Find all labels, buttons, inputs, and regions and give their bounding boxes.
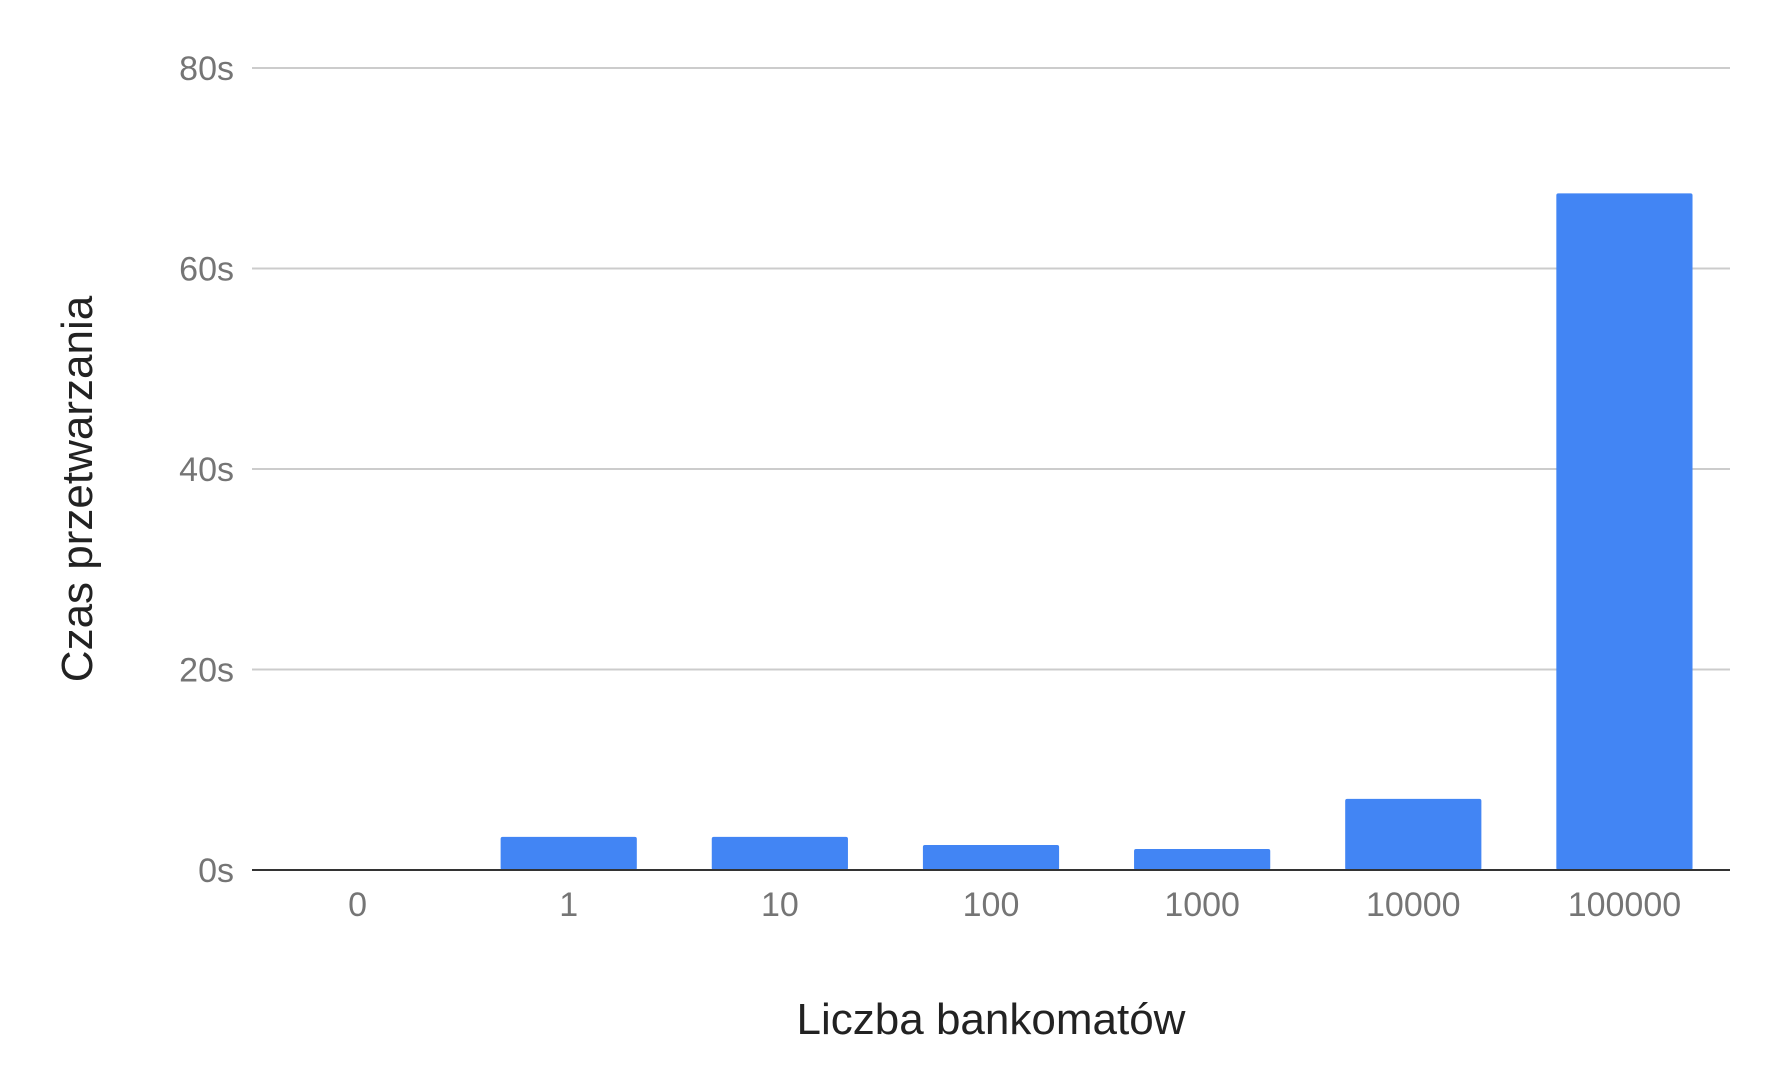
x-tick-label: 100000 bbox=[1568, 886, 1681, 924]
x-axis-ticks: 0 1 10 100 1000 10000 100000 bbox=[348, 886, 1681, 924]
bar-100000 bbox=[1556, 193, 1693, 870]
bars bbox=[289, 193, 1693, 870]
y-axis-title: Czas przetwarzania bbox=[53, 295, 102, 682]
bar-1000 bbox=[1134, 848, 1271, 870]
x-tick-label: 0 bbox=[348, 886, 367, 924]
y-tick-label: 40s bbox=[179, 451, 234, 489]
x-tick-label: 10000 bbox=[1366, 886, 1461, 924]
bar-1 bbox=[500, 836, 637, 870]
bar-10 bbox=[711, 836, 848, 870]
y-tick-label: 20s bbox=[179, 652, 234, 690]
x-tick-label: 1 bbox=[559, 886, 578, 924]
gridlines bbox=[252, 67, 1730, 671]
x-tick-label: 10 bbox=[761, 886, 799, 924]
y-tick-label: 80s bbox=[179, 50, 234, 88]
bar-100 bbox=[922, 844, 1060, 870]
x-tick-label: 100 bbox=[963, 886, 1020, 924]
x-axis-title: Liczba bankomatów bbox=[797, 995, 1186, 1044]
bar-10000 bbox=[1345, 798, 1482, 870]
x-tick-label: 1000 bbox=[1164, 886, 1240, 924]
y-axis-ticks: 0s 20s 40s 60s 80s bbox=[179, 50, 234, 890]
y-tick-label: 60s bbox=[179, 251, 234, 289]
y-tick-label: 0s bbox=[198, 852, 234, 890]
